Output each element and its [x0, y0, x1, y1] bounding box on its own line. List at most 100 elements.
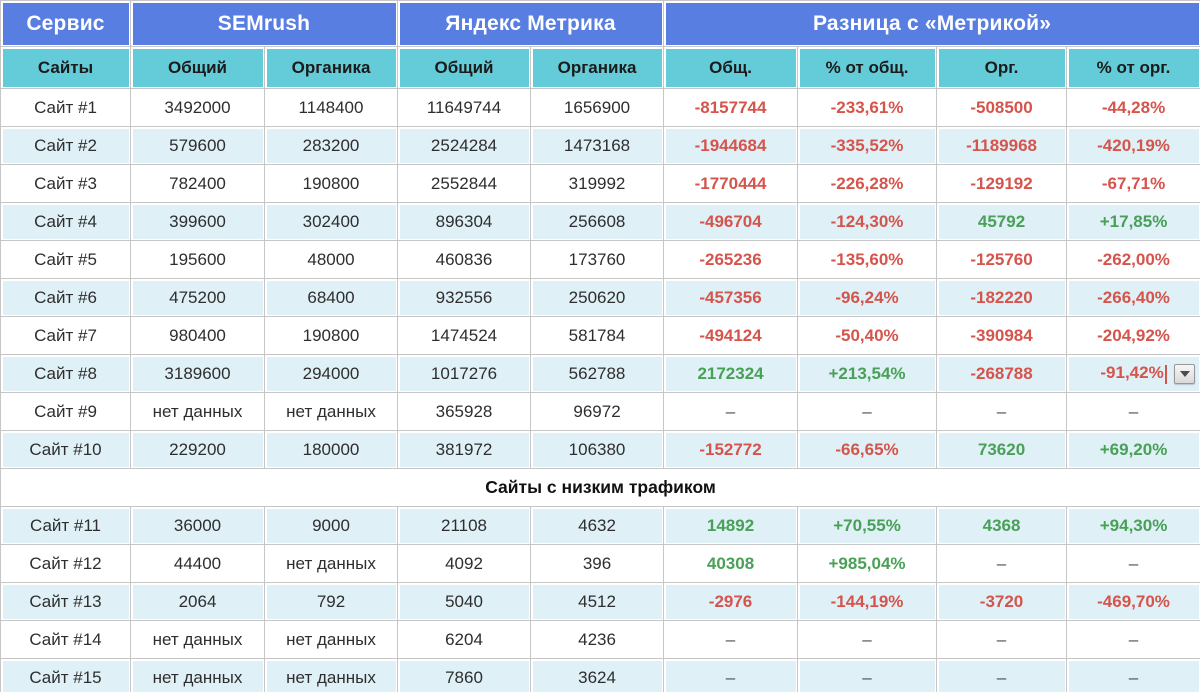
- site-cell[interactable]: Сайт #12: [0, 544, 131, 583]
- site-cell[interactable]: Сайт #2: [0, 126, 131, 165]
- value-cell[interactable]: нет данных: [263, 544, 399, 583]
- value-cell[interactable]: 980400: [130, 316, 265, 355]
- value-cell[interactable]: 73620: [936, 430, 1068, 469]
- value-cell[interactable]: -1944684: [663, 126, 799, 165]
- value-cell[interactable]: 173760: [530, 240, 665, 279]
- value-cell[interactable]: -129192: [936, 164, 1068, 203]
- value-cell[interactable]: -268788: [936, 354, 1068, 393]
- value-cell[interactable]: 2552844: [397, 164, 532, 203]
- value-cell[interactable]: -494124: [663, 316, 799, 355]
- value-cell[interactable]: 14892: [663, 506, 799, 545]
- value-cell[interactable]: 365928: [397, 392, 532, 431]
- site-cell[interactable]: Сайт #8: [0, 354, 131, 393]
- value-cell[interactable]: 283200: [263, 126, 399, 165]
- value-cell[interactable]: 460836: [397, 240, 532, 279]
- value-cell[interactable]: -50,40%: [797, 316, 938, 355]
- site-cell[interactable]: Сайт #9: [0, 392, 131, 431]
- site-cell[interactable]: Сайт #3: [0, 164, 131, 203]
- site-cell[interactable]: Сайт #6: [0, 278, 131, 317]
- value-cell[interactable]: 5040: [397, 582, 532, 621]
- value-cell[interactable]: 11649744: [397, 88, 532, 127]
- value-cell[interactable]: 36000: [130, 506, 265, 545]
- value-cell[interactable]: 1474524: [397, 316, 532, 355]
- value-cell[interactable]: –: [936, 658, 1068, 692]
- value-cell[interactable]: 2172324: [663, 354, 799, 393]
- site-cell[interactable]: Сайт #7: [0, 316, 131, 355]
- value-cell[interactable]: -496704: [663, 202, 799, 241]
- value-cell[interactable]: -67,71%: [1066, 164, 1200, 203]
- value-cell[interactable]: 1473168: [530, 126, 665, 165]
- value-cell[interactable]: 294000: [263, 354, 399, 393]
- value-cell[interactable]: -420,19%: [1066, 126, 1200, 165]
- value-cell[interactable]: 562788: [530, 354, 665, 393]
- value-cell[interactable]: -125760: [936, 240, 1068, 279]
- value-cell[interactable]: –: [936, 544, 1068, 583]
- value-cell[interactable]: –: [797, 658, 938, 692]
- value-cell[interactable]: нет данных: [263, 658, 399, 692]
- value-cell[interactable]: 190800: [263, 316, 399, 355]
- value-cell[interactable]: 792: [263, 582, 399, 621]
- value-cell[interactable]: –: [663, 620, 799, 659]
- value-cell[interactable]: 9000: [263, 506, 399, 545]
- value-cell[interactable]: 782400: [130, 164, 265, 203]
- value-cell[interactable]: -66,65%: [797, 430, 938, 469]
- value-cell[interactable]: –: [1066, 620, 1200, 659]
- value-cell[interactable]: 68400: [263, 278, 399, 317]
- value-cell[interactable]: -457356: [663, 278, 799, 317]
- value-cell[interactable]: нет данных: [130, 620, 265, 659]
- value-cell[interactable]: 45792: [936, 202, 1068, 241]
- value-cell[interactable]: нет данных: [130, 392, 265, 431]
- value-cell[interactable]: 581784: [530, 316, 665, 355]
- value-cell[interactable]: -266,40%: [1066, 278, 1200, 317]
- value-cell[interactable]: 4092: [397, 544, 532, 583]
- value-cell[interactable]: 381972: [397, 430, 532, 469]
- value-cell[interactable]: -204,92%: [1066, 316, 1200, 355]
- value-cell[interactable]: -1189968: [936, 126, 1068, 165]
- value-cell[interactable]: 1148400: [263, 88, 399, 127]
- value-cell[interactable]: –: [663, 392, 799, 431]
- value-cell[interactable]: –: [797, 392, 938, 431]
- value-cell[interactable]: 7860: [397, 658, 532, 692]
- value-cell[interactable]: -265236: [663, 240, 799, 279]
- value-cell[interactable]: -508500: [936, 88, 1068, 127]
- value-cell[interactable]: 106380: [530, 430, 665, 469]
- value-cell[interactable]: 256608: [530, 202, 665, 241]
- value-cell[interactable]: -335,52%: [797, 126, 938, 165]
- value-cell[interactable]: –: [936, 620, 1068, 659]
- site-cell[interactable]: Сайт #10: [0, 430, 131, 469]
- value-cell[interactable]: +17,85%: [1066, 202, 1200, 241]
- value-cell[interactable]: +213,54%: [797, 354, 938, 393]
- value-cell[interactable]: 3189600: [130, 354, 265, 393]
- value-cell[interactable]: 229200: [130, 430, 265, 469]
- value-cell[interactable]: 1017276: [397, 354, 532, 393]
- value-cell[interactable]: 21108: [397, 506, 532, 545]
- value-cell[interactable]: 96972: [530, 392, 665, 431]
- value-cell[interactable]: 44400: [130, 544, 265, 583]
- value-cell[interactable]: 4632: [530, 506, 665, 545]
- value-cell[interactable]: -390984: [936, 316, 1068, 355]
- value-cell[interactable]: 190800: [263, 164, 399, 203]
- site-cell[interactable]: Сайт #13: [0, 582, 131, 621]
- value-cell[interactable]: +70,55%: [797, 506, 938, 545]
- value-cell[interactable]: 48000: [263, 240, 399, 279]
- value-cell[interactable]: -91,42%: [1066, 354, 1200, 393]
- value-cell[interactable]: 4236: [530, 620, 665, 659]
- value-cell[interactable]: 896304: [397, 202, 532, 241]
- value-cell[interactable]: 1656900: [530, 88, 665, 127]
- value-cell[interactable]: -124,30%: [797, 202, 938, 241]
- value-cell[interactable]: 579600: [130, 126, 265, 165]
- value-cell[interactable]: 396: [530, 544, 665, 583]
- site-cell[interactable]: Сайт #15: [0, 658, 131, 692]
- value-cell[interactable]: 2524284: [397, 126, 532, 165]
- site-cell[interactable]: Сайт #14: [0, 620, 131, 659]
- value-cell[interactable]: +69,20%: [1066, 430, 1200, 469]
- value-cell[interactable]: –: [1066, 658, 1200, 692]
- value-cell[interactable]: –: [797, 620, 938, 659]
- value-cell[interactable]: +985,04%: [797, 544, 938, 583]
- value-cell[interactable]: нет данных: [263, 392, 399, 431]
- value-cell[interactable]: 399600: [130, 202, 265, 241]
- value-cell[interactable]: -1770444: [663, 164, 799, 203]
- value-cell[interactable]: нет данных: [130, 658, 265, 692]
- value-cell[interactable]: -3720: [936, 582, 1068, 621]
- value-cell[interactable]: -262,00%: [1066, 240, 1200, 279]
